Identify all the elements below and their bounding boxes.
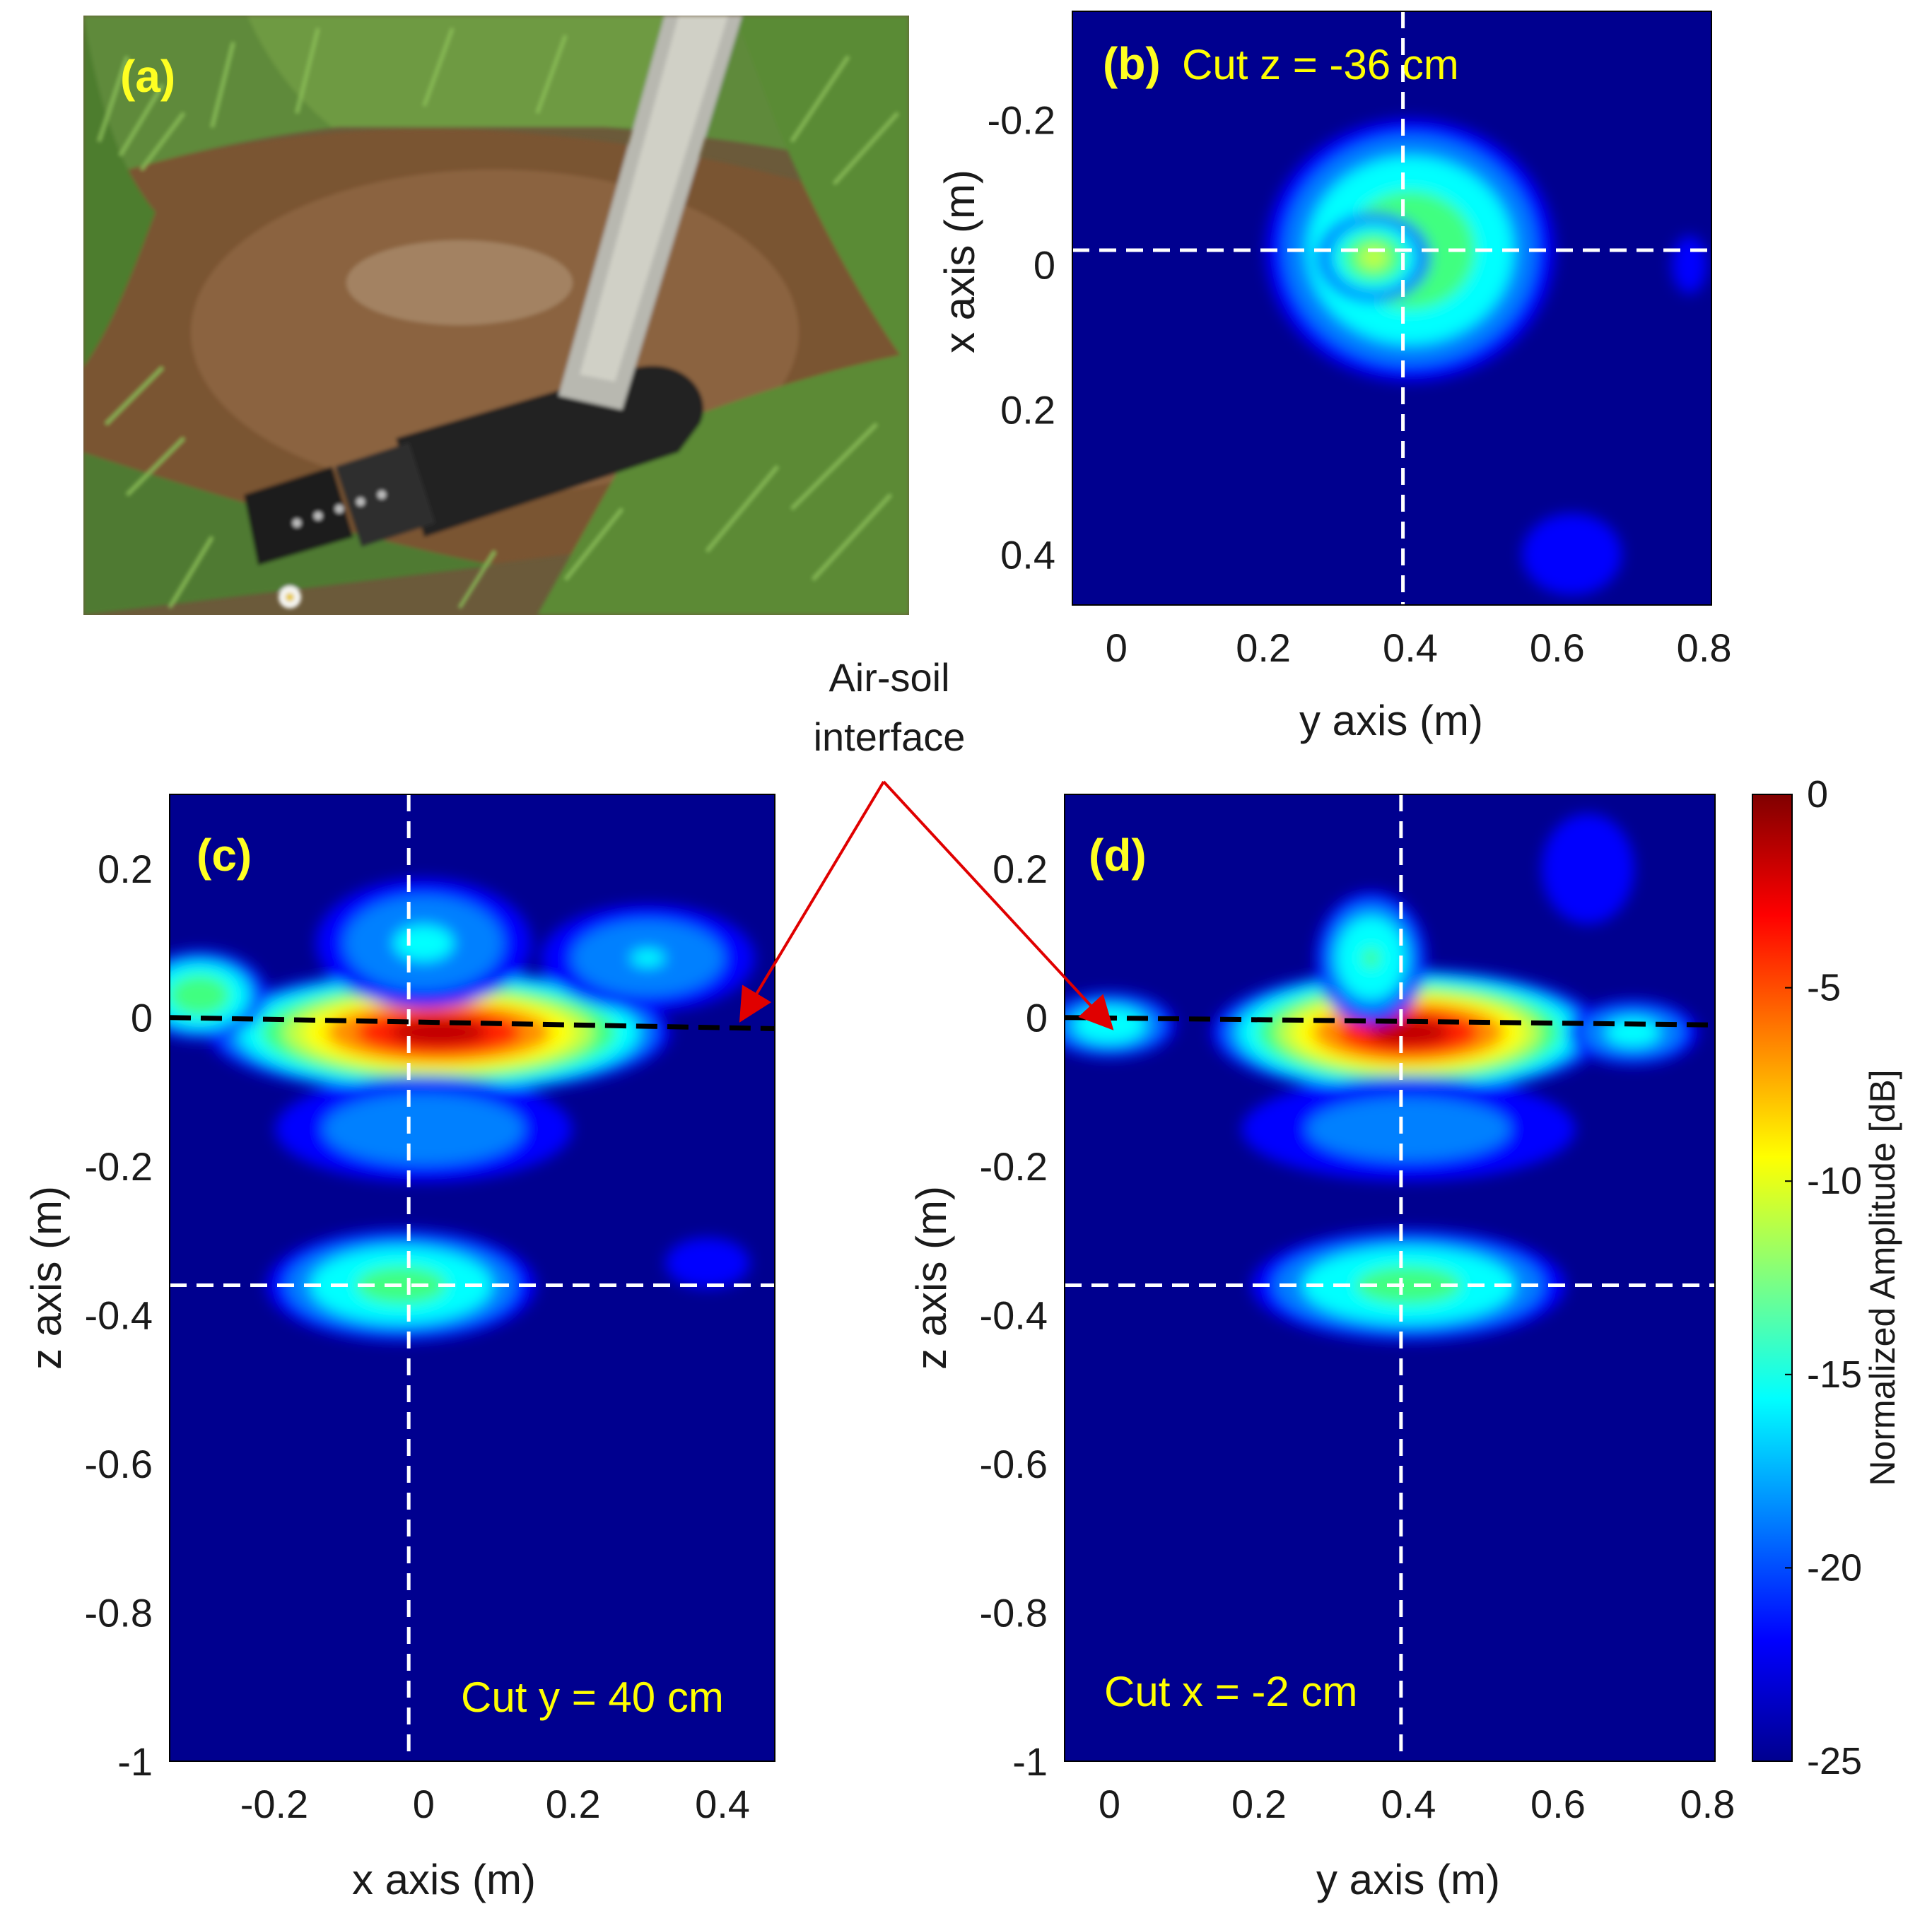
intensity-contour-c-0-8 bbox=[390, 1019, 487, 1046]
panel-d-x-axis-label: y axis (m) bbox=[1316, 1856, 1500, 1903]
y-tick-c-3: -0.4 bbox=[85, 1293, 153, 1338]
colorbar-tick-label-5: -25 bbox=[1807, 1740, 1862, 1782]
panel-c-x-ticks: -0.2 0 0.2 0.4 bbox=[240, 1782, 750, 1826]
photo-scene bbox=[83, 16, 909, 615]
y-tick-b-0: -0.2 bbox=[988, 98, 1056, 143]
panel-c-cut-label: Cut y = 40 cm bbox=[461, 1674, 724, 1721]
panel-b-y-axis-label: x axis (m) bbox=[936, 170, 983, 353]
x-tick-b-2: 0.4 bbox=[1383, 625, 1438, 670]
x-tick-d-0: 0 bbox=[1099, 1782, 1120, 1826]
panel-b-x-axis-label: y axis (m) bbox=[1299, 697, 1483, 744]
y-tick-c-0: 0.2 bbox=[98, 847, 153, 891]
x-tick-c-2: 0.2 bbox=[546, 1782, 601, 1826]
y-tick-c-4: -0.6 bbox=[85, 1442, 153, 1486]
intensity-contour-d-6-0 bbox=[1541, 813, 1634, 924]
y-tick-d-0: 0.2 bbox=[993, 847, 1048, 891]
y-tick-b-3: 0.4 bbox=[1000, 532, 1055, 577]
panel-d-label: (d) bbox=[1089, 830, 1147, 881]
y-tick-d-6: -1 bbox=[1012, 1739, 1048, 1784]
y-tick-c-2: -0.2 bbox=[85, 1144, 153, 1189]
panel-a-label: (a) bbox=[120, 51, 175, 102]
panel-d-x-ticks: 0 0.2 0.4 0.6 0.8 bbox=[1099, 1782, 1735, 1826]
x-tick-c-1: 0 bbox=[413, 1782, 435, 1826]
panel-b-cut-label: Cut z = -36 cm bbox=[1182, 41, 1459, 88]
panel-b-x-ticks: 0 0.2 0.4 0.6 0.8 bbox=[1106, 625, 1732, 670]
panel-b-label: (b) bbox=[1103, 38, 1161, 89]
colorbar-tick-label-1: -5 bbox=[1807, 967, 1841, 1009]
panel-a-photo: (a) bbox=[83, 16, 909, 615]
y-tick-d-5: -0.8 bbox=[980, 1591, 1048, 1635]
y-tick-b-2: 0.2 bbox=[1000, 387, 1055, 432]
intensity-contour-d-4-1 bbox=[1307, 1097, 1510, 1161]
y-tick-c-6: -1 bbox=[117, 1739, 153, 1784]
y-tick-d-3: -0.4 bbox=[980, 1293, 1048, 1338]
panel-d-y-ticks: 0.2 0 -0.2 -0.4 -0.6 -0.8 -1 bbox=[980, 847, 1048, 1784]
y-tick-c-1: 0 bbox=[131, 996, 153, 1040]
intensity-contour-d-5-3 bbox=[1355, 1266, 1462, 1305]
annotation-arrow-left bbox=[739, 780, 885, 1023]
panel-c-frame bbox=[169, 794, 775, 1762]
panel-c-x-axis-label: x axis (m) bbox=[352, 1856, 536, 1903]
x-tick-c-3: 0.4 bbox=[695, 1782, 750, 1826]
intensity-contour-d-1-3 bbox=[1362, 948, 1380, 968]
x-tick-c-0: -0.2 bbox=[240, 1782, 309, 1826]
intensity-contour-c-1-3 bbox=[170, 975, 230, 1016]
panel-d-cut-label: Cut x = -2 cm bbox=[1104, 1668, 1357, 1715]
panel-b-y-ticks: -0.2 0 0.2 0.4 bbox=[988, 98, 1056, 577]
intensity-contour-d-3-2 bbox=[1605, 1018, 1661, 1046]
y-tick-c-5: -0.8 bbox=[85, 1591, 153, 1635]
annotation-line-1: Air-soil bbox=[829, 655, 949, 700]
colorbar: 0 -5 -10 -15 -20 -25 Normalized Amplitude [dB… bbox=[1752, 773, 1902, 1782]
colorbar-gradient bbox=[1752, 794, 1793, 1762]
intensity-contour-d-0-8 bbox=[1367, 1019, 1449, 1046]
air-soil-annotation: Air-soil interface bbox=[739, 655, 1114, 1030]
y-tick-d-1: 0 bbox=[1026, 996, 1048, 1040]
panel-b-frame bbox=[1072, 11, 1712, 606]
panel-c-y-ticks: 0.2 0 -0.2 -0.4 -0.6 -0.8 -1 bbox=[85, 847, 153, 1784]
y-tick-b-1: 0 bbox=[1034, 243, 1055, 288]
intensity-contour-c-2-2 bbox=[394, 925, 454, 961]
panel-c-heatmap: (c) Cut y = 40 cm -0.2 0 0.2 0.4 0.20-0.2-0… bbox=[23, 794, 775, 1903]
panel-d-frame bbox=[1064, 794, 1716, 1762]
annotation-arrow-right bbox=[882, 780, 1114, 1030]
colorbar-ticks: 0 -5 -10 -15 -20 -25 bbox=[1785, 773, 1862, 1782]
panel-c-y-axis-label: z axis (m) bbox=[23, 1186, 70, 1370]
colorbar-tick-label-2: -10 bbox=[1807, 1160, 1862, 1202]
x-tick-d-4: 0.8 bbox=[1680, 1782, 1735, 1826]
x-tick-b-4: 0.8 bbox=[1677, 625, 1732, 670]
intensity-contour-b-3-0 bbox=[1671, 235, 1707, 294]
x-tick-b-1: 0.2 bbox=[1236, 625, 1291, 670]
panel-b-heatmap: (b) Cut z = -36 cm 0 0.2 0.4 0.6 0.8 -0.2 0 0.… bbox=[936, 11, 1732, 744]
intensity-contour-c-4-1 bbox=[323, 1093, 524, 1165]
x-tick-b-0: 0 bbox=[1106, 625, 1128, 670]
panel-d-intensity bbox=[1065, 813, 1699, 1341]
intensity-contour-b-2-0 bbox=[1522, 513, 1622, 596]
panel-d-heatmap: (d) Cut x = -2 cm 0 0.2 0.4 0.6 0.8 0.2 0 -0.2… bbox=[908, 794, 1735, 1903]
x-tick-b-3: 0.6 bbox=[1530, 625, 1585, 670]
intensity-contour-c-6-0 bbox=[665, 1238, 750, 1288]
x-tick-d-2: 0.4 bbox=[1381, 1782, 1436, 1826]
panel-d-interface-line bbox=[1065, 1015, 1715, 1028]
colorbar-tick-label-3: -15 bbox=[1807, 1353, 1862, 1396]
intensity-contour-c-3-2 bbox=[631, 949, 665, 967]
x-tick-d-3: 0.6 bbox=[1530, 1782, 1586, 1826]
annotation-line-2: interface bbox=[814, 715, 966, 759]
y-tick-d-4: -0.6 bbox=[980, 1442, 1048, 1486]
panel-c-label: (c) bbox=[197, 830, 252, 881]
x-tick-d-1: 0.2 bbox=[1231, 1782, 1287, 1826]
y-tick-d-2: -0.2 bbox=[980, 1144, 1048, 1189]
colorbar-tick-label-0: 0 bbox=[1807, 773, 1828, 816]
panel-c-interface-line bbox=[170, 1015, 775, 1031]
colorbar-label: Normalized Amplitude [dB] bbox=[1863, 1069, 1902, 1486]
colorbar-tick-label-4: -20 bbox=[1807, 1546, 1862, 1589]
panel-d-y-axis-label: z axis (m) bbox=[908, 1186, 955, 1370]
